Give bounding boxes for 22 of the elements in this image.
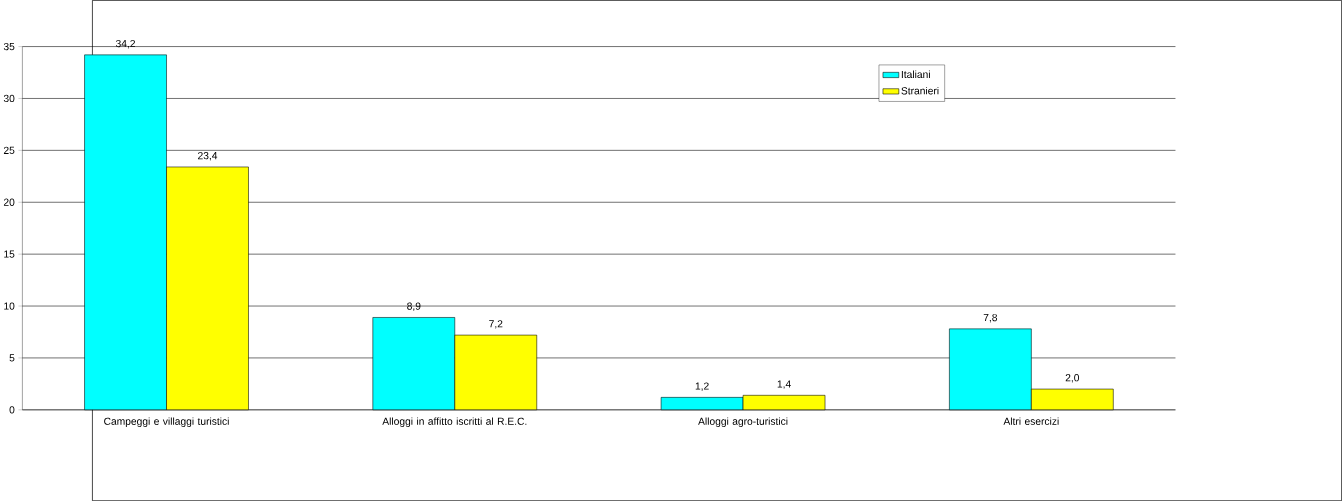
legend-label: Stranieri xyxy=(901,86,939,95)
x-tick-label: Alloggi agro-turistici xyxy=(698,417,788,427)
y-tick-label: 15 xyxy=(4,250,15,258)
y-tick-label: 30 xyxy=(3,94,15,103)
data-label: 7,8 xyxy=(983,313,998,323)
data-label: 8,9 xyxy=(407,302,421,311)
y-tick-label: 20 xyxy=(3,198,15,206)
x-tick-label: Alloggi in affitto iscritti al R.E.C. xyxy=(382,417,527,427)
y-tick-label: 35 xyxy=(3,42,15,51)
data-label: 34,2 xyxy=(115,39,135,49)
data-label: 1,4 xyxy=(777,380,791,389)
data-label: 2,0 xyxy=(1065,374,1080,383)
y-tick-label: 0 xyxy=(9,406,15,414)
x-tick-label: Altri esercizi xyxy=(1003,417,1059,425)
x-tick-label: Campeggi e villaggi turistici xyxy=(104,417,229,427)
y-tick-label: 10 xyxy=(4,302,15,310)
data-label: 1,2 xyxy=(695,382,709,391)
data-label: 7,2 xyxy=(489,320,503,329)
y-tick-label: 25 xyxy=(3,146,15,154)
data-label: 23,4 xyxy=(198,151,218,161)
legend-label: Italiani xyxy=(901,70,930,78)
y-tick-label: 5 xyxy=(9,354,15,362)
